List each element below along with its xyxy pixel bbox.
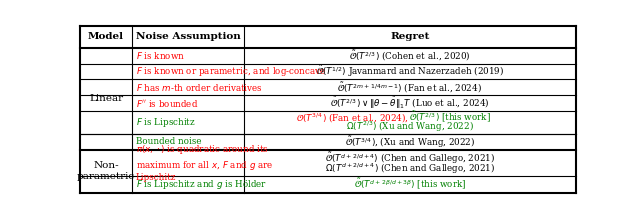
Text: Noise Assumption: Noise Assumption	[136, 32, 240, 41]
Text: Bounded noise: Bounded noise	[136, 137, 201, 146]
Text: $F$ is known or parametric, and log-concave: $F$ is known or parametric, and log-conc…	[136, 65, 326, 78]
Text: $\Omega(T^{d+2/d+4})$ (Chen and Gallego, 2021): $\Omega(T^{d+2/d+4})$ (Chen and Gallego,…	[324, 161, 495, 176]
Text: $\pi(x,\cdot)$ is quadratic around its
maximum for all $x$, $F$ and $g$ are
Lips: $\pi(x,\cdot)$ is quadratic around its m…	[136, 143, 273, 182]
Text: $F$ is known: $F$ is known	[136, 50, 184, 61]
Text: $\mathcal{O}(T^{3/4})$ (Fan et al., 2024),: $\mathcal{O}(T^{3/4})$ (Fan et al., 2024…	[296, 111, 410, 125]
Text: $\Omega(T^{2/3})$ (Xu and Wang, 2022): $\Omega(T^{2/3})$ (Xu and Wang, 2022)	[346, 120, 474, 134]
Text: $\tilde{\mathcal{O}}(T^{2/3})$ [this work]: $\tilde{\mathcal{O}}(T^{2/3})$ [this wor…	[410, 110, 491, 125]
Text: $F$ is Lipschitz and $g$ is Hölder: $F$ is Lipschitz and $g$ is Hölder	[136, 178, 267, 191]
Text: $\tilde{\mathcal{O}}(T^{d+2/d+4})$ (Chen and Gallego, 2021): $\tilde{\mathcal{O}}(T^{d+2/d+4})$ (Chen…	[325, 150, 495, 166]
Text: $\tilde{\mathcal{O}}(T^{1/2})$ Javanmard and Nazerzadeh (2019): $\tilde{\mathcal{O}}(T^{1/2})$ Javanmard…	[316, 64, 504, 79]
Text: $F$ is Lipschitz: $F$ is Lipschitz	[136, 116, 195, 129]
Text: Model: Model	[88, 32, 124, 41]
Text: $\tilde{\mathcal{O}}(T^{2/3})$ (Cohen et al., 2020): $\tilde{\mathcal{O}}(T^{2/3})$ (Cohen et…	[349, 48, 470, 63]
Text: $\hat{\mathcal{O}}(T^{2/3}) \vee \|\theta - \hat{\theta}\|_1 T$ (Luo et al., 202: $\hat{\mathcal{O}}(T^{2/3}) \vee \|\thet…	[330, 95, 490, 112]
Text: $\mathcal{O}(T^{3/4})$ (Fan et al., 2024), $\tilde{\mathcal{O}}(T^{2/3})$ [this : $\mathcal{O}(T^{3/4})$ (Fan et al., 2024…	[312, 110, 508, 125]
Text: $\tilde{\mathcal{O}}(T^{2m+1/4m-1})$ (Fan et al., 2024): $\tilde{\mathcal{O}}(T^{2m+1/4m-1})$ (Fa…	[337, 80, 483, 95]
Text: $\tilde{\mathcal{O}}(T^{d+2\beta/d+3\beta})$ [this work]: $\tilde{\mathcal{O}}(T^{d+2\beta/d+3\bet…	[354, 177, 466, 192]
Text: Regret: Regret	[390, 32, 429, 41]
Text: Linear: Linear	[89, 94, 123, 103]
Text: $\tilde{\mathcal{O}}(T^{3/4})$, (Xu and Wang, 2022): $\tilde{\mathcal{O}}(T^{3/4})$, (Xu and …	[345, 134, 475, 150]
Text: $F^{\prime\prime}$ is bounded: $F^{\prime\prime}$ is bounded	[136, 98, 198, 109]
Text: Non-
parametric: Non- parametric	[77, 161, 135, 181]
Text: $F$ has $m$-th order derivatives: $F$ has $m$-th order derivatives	[136, 82, 262, 93]
